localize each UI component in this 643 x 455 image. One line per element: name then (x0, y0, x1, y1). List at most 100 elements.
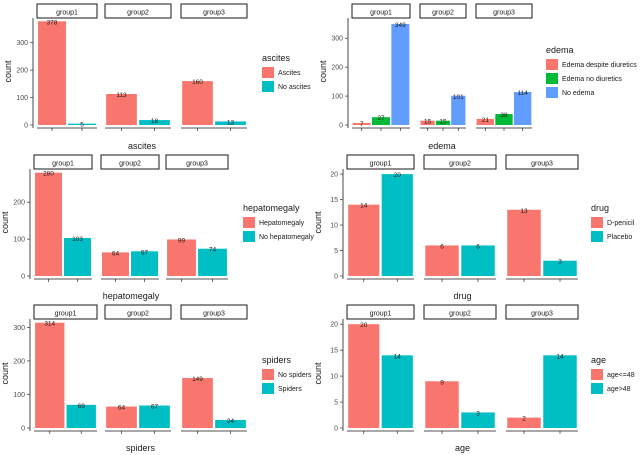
bar-value-label: 6 (476, 243, 480, 250)
bar (182, 81, 213, 125)
y-tick-label: 15 (330, 348, 338, 355)
legend-key (243, 231, 255, 242)
y-axis-title: count (0, 211, 10, 234)
bar-value-label: 378 (47, 19, 58, 26)
legend-title: edema (546, 45, 574, 55)
bar (64, 238, 91, 276)
facet-strip (505, 304, 579, 320)
bar (139, 405, 170, 428)
bar-value-label: 349 (395, 22, 406, 29)
bar-value-label: 101 (453, 94, 464, 101)
legend-label: Spiders (278, 386, 302, 393)
bar (507, 417, 541, 428)
bar (215, 419, 246, 428)
facet-strip-label: group1 (52, 161, 74, 168)
legend-label: age<=48 (607, 372, 635, 379)
legend-label: No hepatomegaly (259, 234, 314, 241)
bar-value-label: 6 (440, 243, 444, 250)
bar-value-label: 99 (178, 237, 186, 244)
bar-value-label: 27 (377, 115, 385, 122)
facet-strip-label: group2 (127, 10, 149, 17)
bar-value-label: 20 (360, 322, 368, 329)
legend-label: D-penicil (607, 220, 635, 227)
x-axis-title: spiders (126, 443, 156, 453)
bar-value-label: 64 (112, 250, 120, 257)
legend-key (546, 87, 558, 98)
y-tick-label: 10 (330, 223, 338, 230)
y-axis-title: count (313, 362, 323, 385)
y-tick-label: 300 (16, 40, 28, 47)
bar (476, 118, 495, 125)
bar (507, 209, 541, 276)
bar (131, 251, 158, 276)
bar-value-label: 13 (520, 208, 528, 215)
facet-strip (346, 154, 415, 170)
legend-key (546, 73, 558, 84)
x-axis-title: drug (453, 291, 471, 301)
y-tick-label: 20 (330, 172, 338, 179)
y-tick-label: 0 (24, 123, 28, 130)
bar-value-label: 14 (394, 353, 402, 360)
bar-value-label: 149 (192, 376, 203, 383)
legend-label: No spiders (278, 372, 312, 379)
legend-label: Edema despite diuretics (562, 62, 637, 69)
facet-strip-label: group3 (203, 10, 225, 17)
bar (35, 322, 65, 428)
bar-value-label: 74 (209, 247, 217, 254)
legend-label: No edema (562, 90, 594, 97)
bar-value-label: 15 (424, 119, 432, 126)
legend-label: Ascites (278, 70, 301, 77)
y-axis-title: count (0, 362, 10, 385)
facet-strip-label: group3 (531, 311, 553, 318)
y-tick-label: 200 (331, 65, 343, 72)
bar (435, 120, 451, 125)
y-tick-label: 0 (334, 274, 338, 281)
facet-strip (180, 3, 248, 19)
bar (35, 172, 62, 276)
bar-value-label: 13 (227, 119, 235, 126)
facet-strip-label: group3 (203, 311, 225, 318)
bar (513, 92, 532, 125)
legend-key (243, 217, 255, 228)
bar (495, 114, 513, 125)
bar (66, 404, 96, 428)
bar-value-label: 21 (482, 117, 490, 124)
bar (425, 381, 459, 428)
legend-key (591, 217, 603, 228)
bar-value-label: 3 (476, 410, 480, 417)
legend: edema Edema despite diuretics Edema no diu… (546, 45, 637, 98)
facet-strip-label: group3 (531, 161, 553, 168)
legend-key (262, 67, 274, 78)
bar (139, 120, 170, 125)
bar (451, 95, 466, 125)
bar (38, 21, 66, 125)
facet-strip-label: group1 (56, 10, 78, 17)
bar (381, 174, 413, 276)
y-tick-label: 100 (16, 95, 28, 102)
facet-strip (104, 304, 172, 320)
facet-strip (346, 304, 415, 320)
bar (167, 239, 196, 276)
y-tick-label: 5 (334, 248, 338, 255)
bar (420, 120, 435, 125)
chart-panel-ascites: group13785group211318group31601301002003… (3, 3, 311, 151)
facet-strip (180, 304, 248, 320)
bar-value-label: 67 (141, 249, 149, 256)
facet-strip (419, 3, 467, 19)
legend-title: spiders (262, 355, 292, 365)
facet-strip (505, 154, 579, 170)
y-tick-label: 100 (331, 94, 343, 101)
y-axis-title: count (318, 60, 328, 83)
legend-label: Hepatomegaly (259, 220, 305, 227)
facet-strip-label: group2 (449, 161, 471, 168)
chart-panel-age: group12014group293group321405101520count… (313, 304, 635, 453)
legend: hepatomegaly Hepatomegaly No hepatomegaly (243, 203, 314, 242)
legend-key (591, 369, 603, 380)
bar-value-label: 3 (558, 259, 562, 266)
facet-strip (36, 3, 98, 19)
bar-value-label: 64 (118, 405, 126, 412)
y-tick-label: 100 (13, 237, 25, 244)
facet-strip (423, 304, 497, 320)
bar (102, 252, 129, 276)
